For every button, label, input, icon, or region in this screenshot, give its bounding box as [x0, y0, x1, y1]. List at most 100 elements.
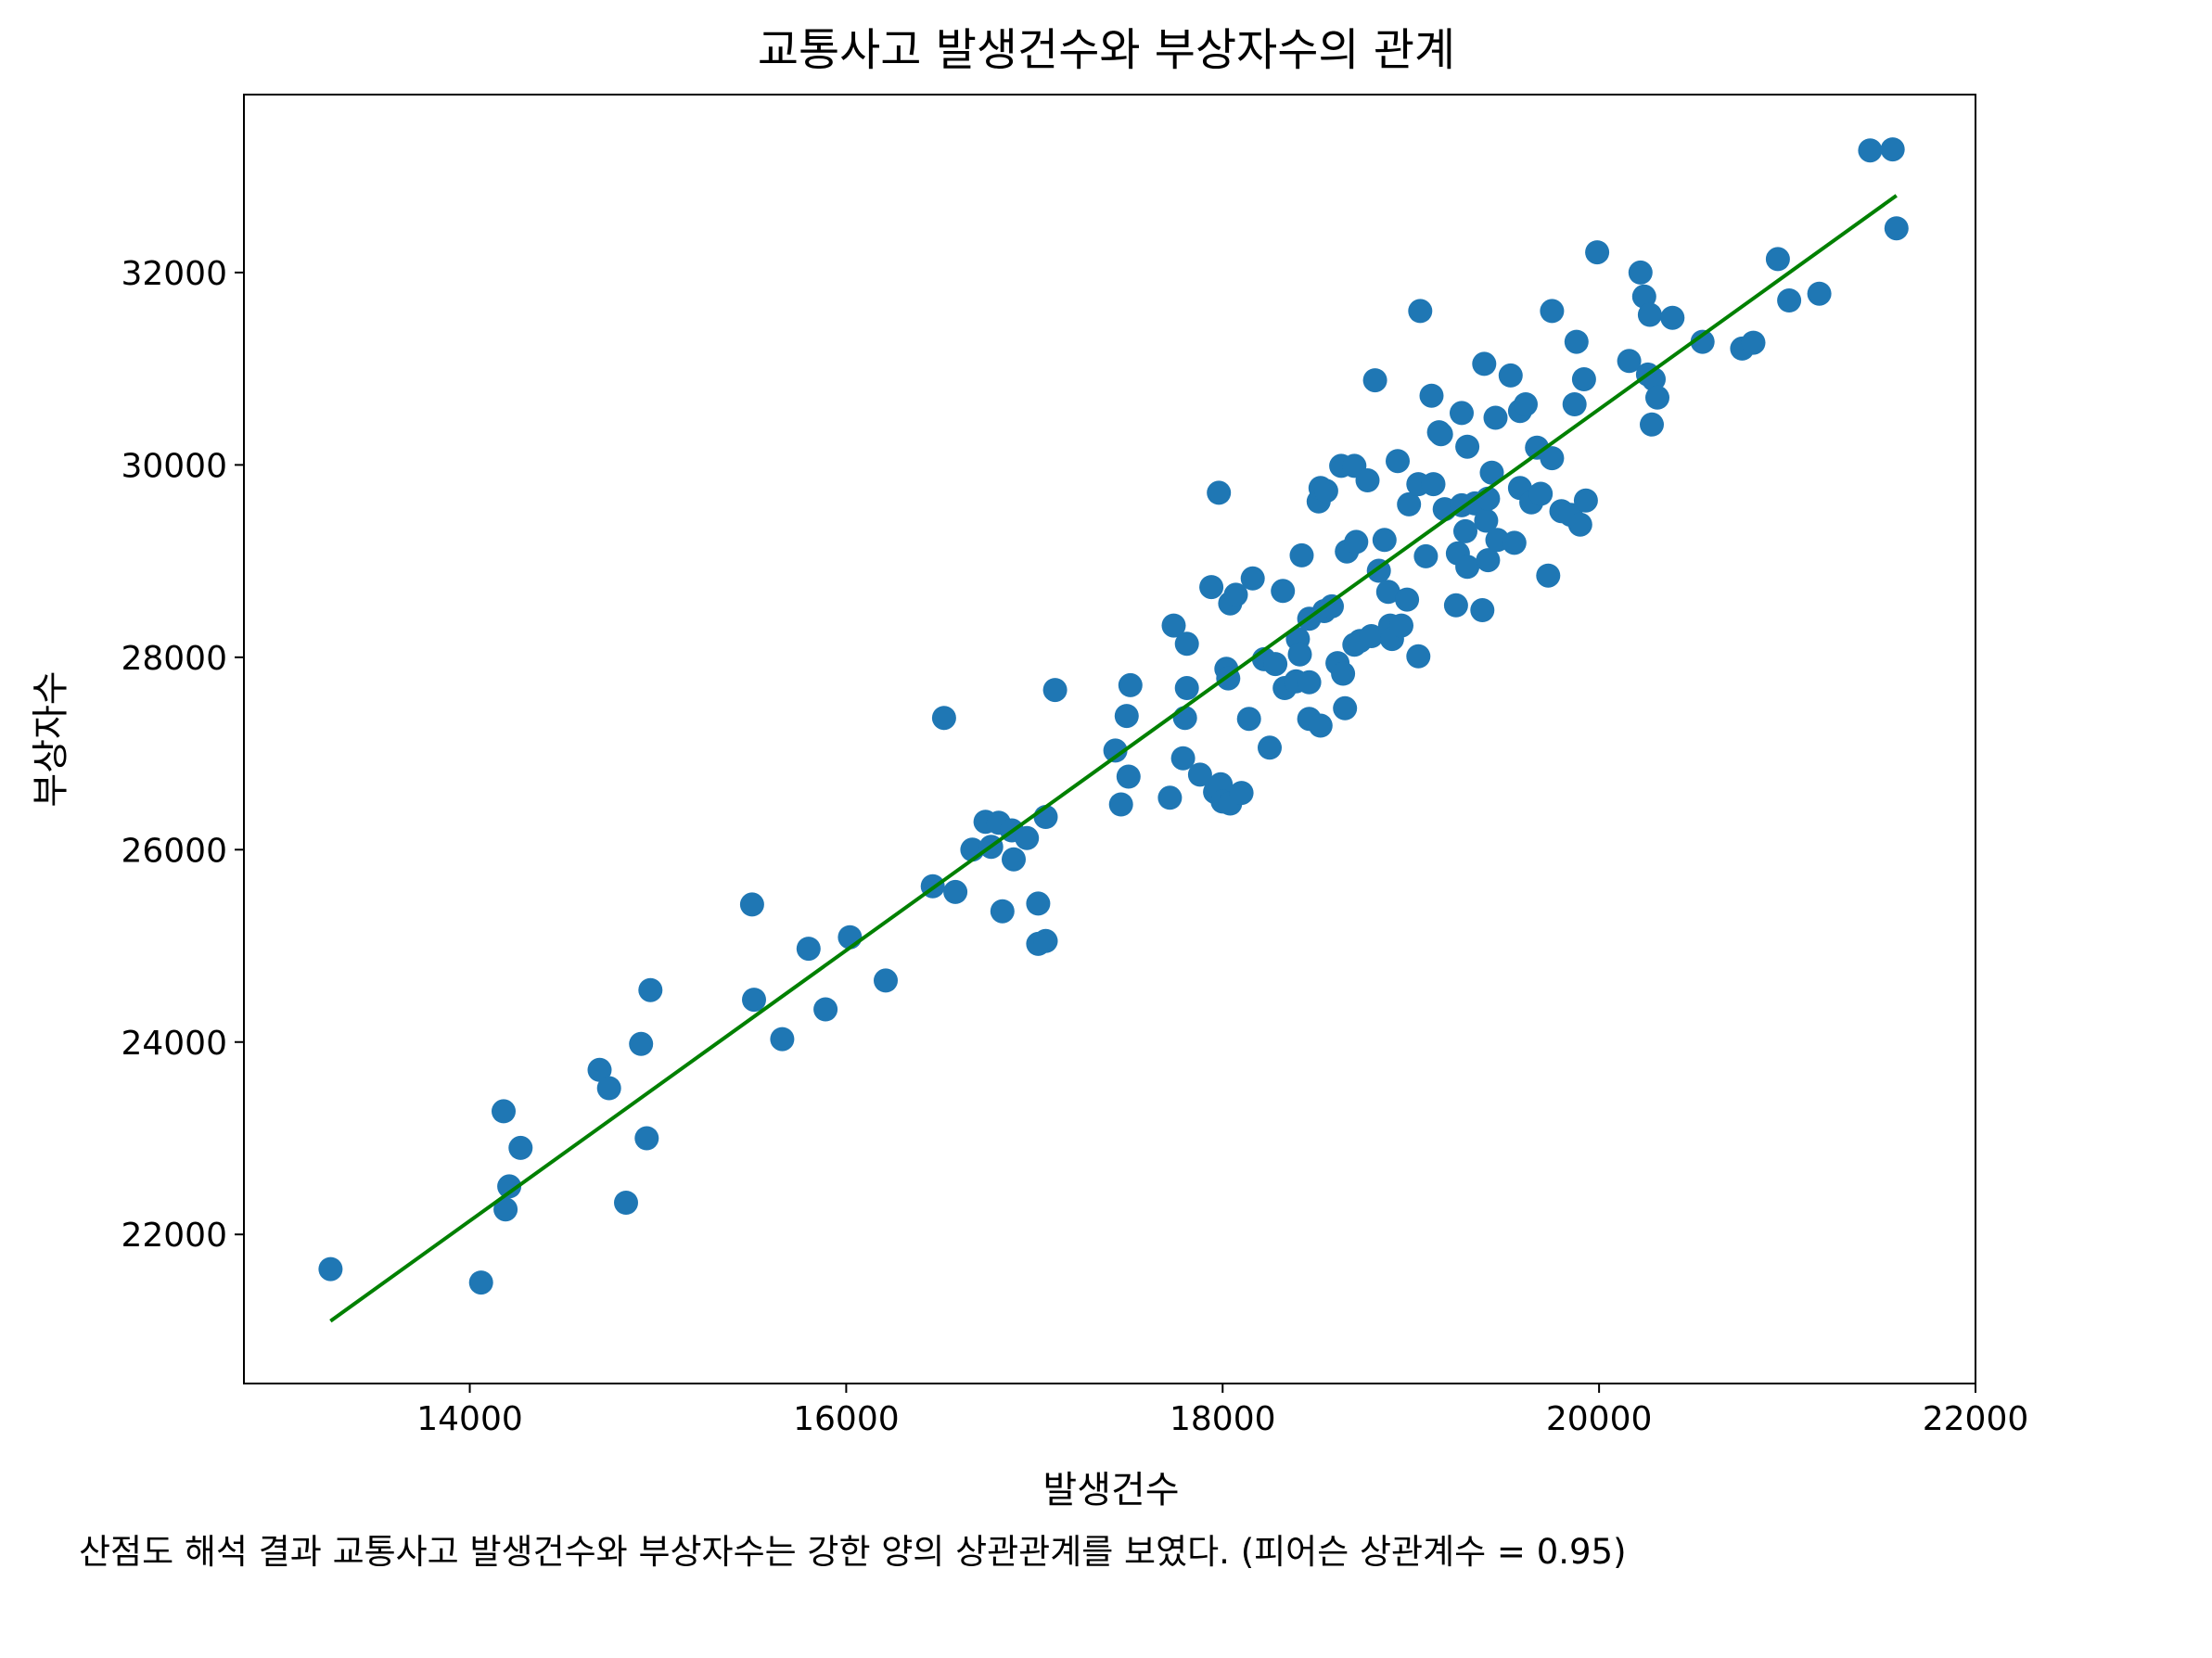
plot-area-frame — [243, 94, 1976, 1384]
data-point — [1236, 707, 1261, 732]
data-point — [1240, 566, 1265, 591]
data-point — [1033, 928, 1058, 953]
data-point — [1223, 582, 1248, 607]
x-tick-label: 16000 — [793, 1400, 900, 1438]
data-point — [1413, 543, 1438, 568]
data-point — [1355, 468, 1380, 492]
data-point — [1174, 676, 1199, 700]
y-tick-label: 22000 — [121, 1217, 227, 1255]
data-point — [1386, 449, 1410, 474]
data-point — [1564, 329, 1589, 354]
x-tick-label: 14000 — [416, 1400, 523, 1438]
data-point — [1397, 491, 1422, 517]
data-point — [1108, 792, 1133, 817]
data-point — [1118, 672, 1143, 697]
data-point — [1476, 548, 1501, 573]
data-point — [1174, 631, 1199, 657]
data-point — [1172, 706, 1197, 731]
data-point — [796, 937, 821, 962]
data-point — [770, 1027, 795, 1052]
data-point — [1571, 367, 1596, 391]
data-point — [1474, 508, 1499, 533]
data-point — [1562, 392, 1587, 416]
data-point — [874, 968, 898, 993]
data-point — [1660, 305, 1685, 330]
data-point — [318, 1256, 343, 1282]
x-tick-label: 18000 — [1170, 1400, 1276, 1438]
data-point — [1015, 825, 1040, 850]
data-point — [1645, 385, 1669, 410]
data-point — [742, 988, 766, 1013]
data-point — [1116, 764, 1141, 789]
data-point — [1470, 598, 1495, 622]
data-point — [990, 899, 1015, 924]
data-point — [1884, 216, 1909, 241]
data-point — [1536, 563, 1561, 588]
data-point — [497, 1174, 522, 1199]
data-point — [1157, 785, 1183, 810]
analysis-caption: 산점도 해석 결과 교통사고 발생건수와 부상자수는 강한 양의 상관관계를 보… — [79, 1532, 1627, 1572]
data-point — [1258, 735, 1282, 760]
data-point — [813, 997, 838, 1022]
chart-title: 교통사고 발생건수와 부상자수의 관계 — [758, 24, 1455, 76]
y-tick-label: 26000 — [121, 832, 227, 870]
data-point — [1372, 528, 1397, 553]
data-point — [1540, 446, 1565, 471]
data-point — [1765, 247, 1790, 272]
data-point — [1455, 555, 1480, 580]
data-point — [1628, 260, 1653, 285]
data-point — [1042, 678, 1068, 703]
data-point — [508, 1135, 533, 1160]
y-axis-label: 부상자수 — [30, 670, 72, 807]
data-point — [468, 1270, 493, 1295]
y-tick-label: 32000 — [121, 255, 227, 293]
data-point — [1637, 302, 1662, 327]
data-point — [1483, 405, 1508, 430]
data-point — [931, 706, 956, 731]
trend-line — [329, 194, 1898, 1323]
data-point — [1472, 351, 1497, 376]
data-point — [1450, 401, 1474, 426]
data-point — [1308, 713, 1333, 738]
data-point — [943, 879, 968, 904]
data-point — [1807, 281, 1832, 306]
data-point — [1514, 392, 1538, 416]
data-point — [1690, 329, 1715, 354]
data-point — [1389, 613, 1413, 638]
data-point — [1631, 284, 1656, 309]
data-point — [1207, 480, 1232, 505]
data-point — [1528, 481, 1554, 506]
data-point — [1567, 512, 1592, 537]
data-point — [1395, 587, 1420, 612]
data-point — [1585, 240, 1610, 265]
data-point — [1170, 746, 1196, 771]
data-point — [614, 1191, 638, 1215]
data-point — [1455, 434, 1480, 459]
data-point — [1375, 580, 1400, 605]
data-point — [739, 892, 764, 917]
data-point — [1540, 299, 1565, 324]
data-point — [1263, 652, 1288, 677]
y-tick-label: 24000 — [121, 1025, 227, 1063]
data-point — [1777, 288, 1802, 312]
data-point — [1271, 579, 1296, 604]
data-point — [1313, 478, 1338, 504]
data-point — [1741, 330, 1766, 355]
y-tick-label: 28000 — [121, 640, 227, 678]
data-point — [1287, 642, 1312, 667]
data-point — [1408, 299, 1433, 324]
data-point — [1199, 575, 1224, 600]
data-point — [587, 1057, 612, 1082]
data-point — [1479, 460, 1504, 485]
y-axis: 22000 24000 26000 28000 30000 32000 — [121, 255, 244, 1255]
data-point — [1187, 762, 1212, 787]
data-point — [1498, 363, 1523, 388]
data-point — [1289, 542, 1314, 568]
data-point — [629, 1031, 654, 1056]
data-point — [1453, 518, 1477, 543]
x-tick-label: 20000 — [1546, 1400, 1653, 1438]
data-point — [1880, 137, 1905, 162]
data-point — [1858, 138, 1883, 163]
data-point — [638, 977, 663, 1002]
